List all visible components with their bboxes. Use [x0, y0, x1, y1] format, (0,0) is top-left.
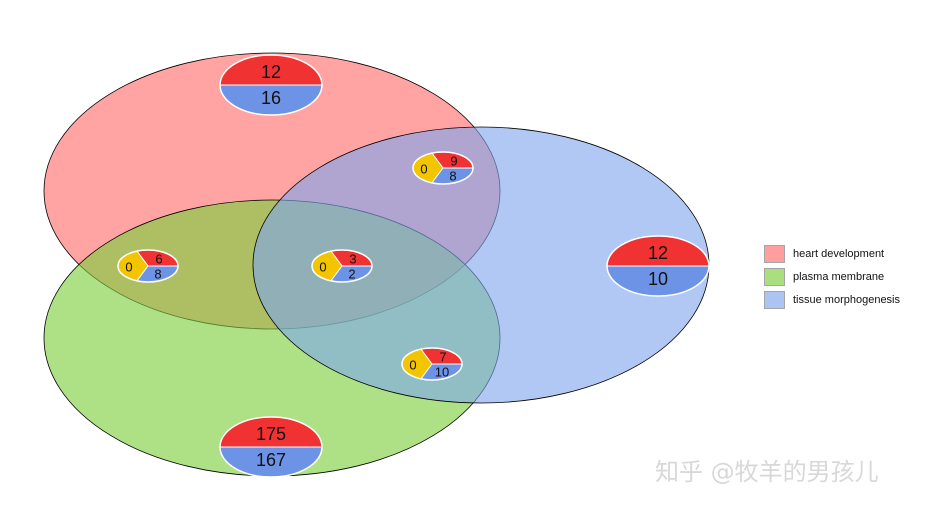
count-up-label: 12: [261, 62, 281, 82]
count-down-label: 8: [449, 169, 456, 184]
count-up-label: 7: [439, 350, 446, 365]
count-up-label: 12: [648, 243, 668, 263]
count-down-label: 167: [256, 450, 286, 470]
legend-label-heart-development: heart development: [793, 247, 885, 260]
legend-swatch-heart-development: [764, 244, 785, 263]
region-heart-tissue: 0 98: [412, 151, 474, 185]
count-up-label: 3: [349, 252, 356, 267]
count-zero-label: 0: [125, 260, 132, 275]
count-up-label: 9: [450, 154, 457, 169]
count-zero-label: 0: [409, 358, 416, 373]
count-down-label: 8: [154, 267, 161, 282]
region-heart-plasma: 0 68: [117, 249, 179, 283]
count-up-label: 175: [256, 424, 286, 444]
count-down-label: 10: [435, 365, 449, 380]
count-down-label: 16: [261, 88, 281, 108]
legend-label-tissue-morphogenesis: tissue morphogenesis: [793, 293, 901, 306]
legend: heart development plasma membrane tissue…: [764, 242, 900, 311]
pie-outline: [117, 249, 179, 283]
count-down-label: 2: [348, 267, 355, 282]
count-zero-label: 0: [420, 162, 427, 177]
legend-label-plasma-membrane: plasma membrane: [793, 270, 885, 283]
legend-item-tissue-morphogenesis: tissue morphogenesis: [764, 288, 900, 311]
count-up-label: 6: [155, 252, 162, 267]
pie-outline: [412, 151, 474, 185]
legend-swatch-plasma-membrane: [764, 267, 785, 286]
region-plasma-tissue: 0 710: [401, 347, 463, 381]
region-all-three: 0 32: [311, 249, 373, 283]
badge-outline: [606, 235, 710, 297]
legend-item-plasma-membrane: plasma membrane: [764, 265, 900, 288]
pie-outline: [401, 347, 463, 381]
count-down-label: 10: [648, 269, 668, 289]
legend-swatch-tissue-morphogenesis: [764, 290, 785, 309]
badge-outline: [219, 54, 323, 116]
badge-outline: [219, 416, 323, 478]
legend-item-heart-development: heart development: [764, 242, 900, 265]
count-zero-label: 0: [319, 260, 326, 275]
pie-outline: [311, 249, 373, 283]
watermark: 知乎 @牧羊的男孩儿: [655, 458, 879, 486]
